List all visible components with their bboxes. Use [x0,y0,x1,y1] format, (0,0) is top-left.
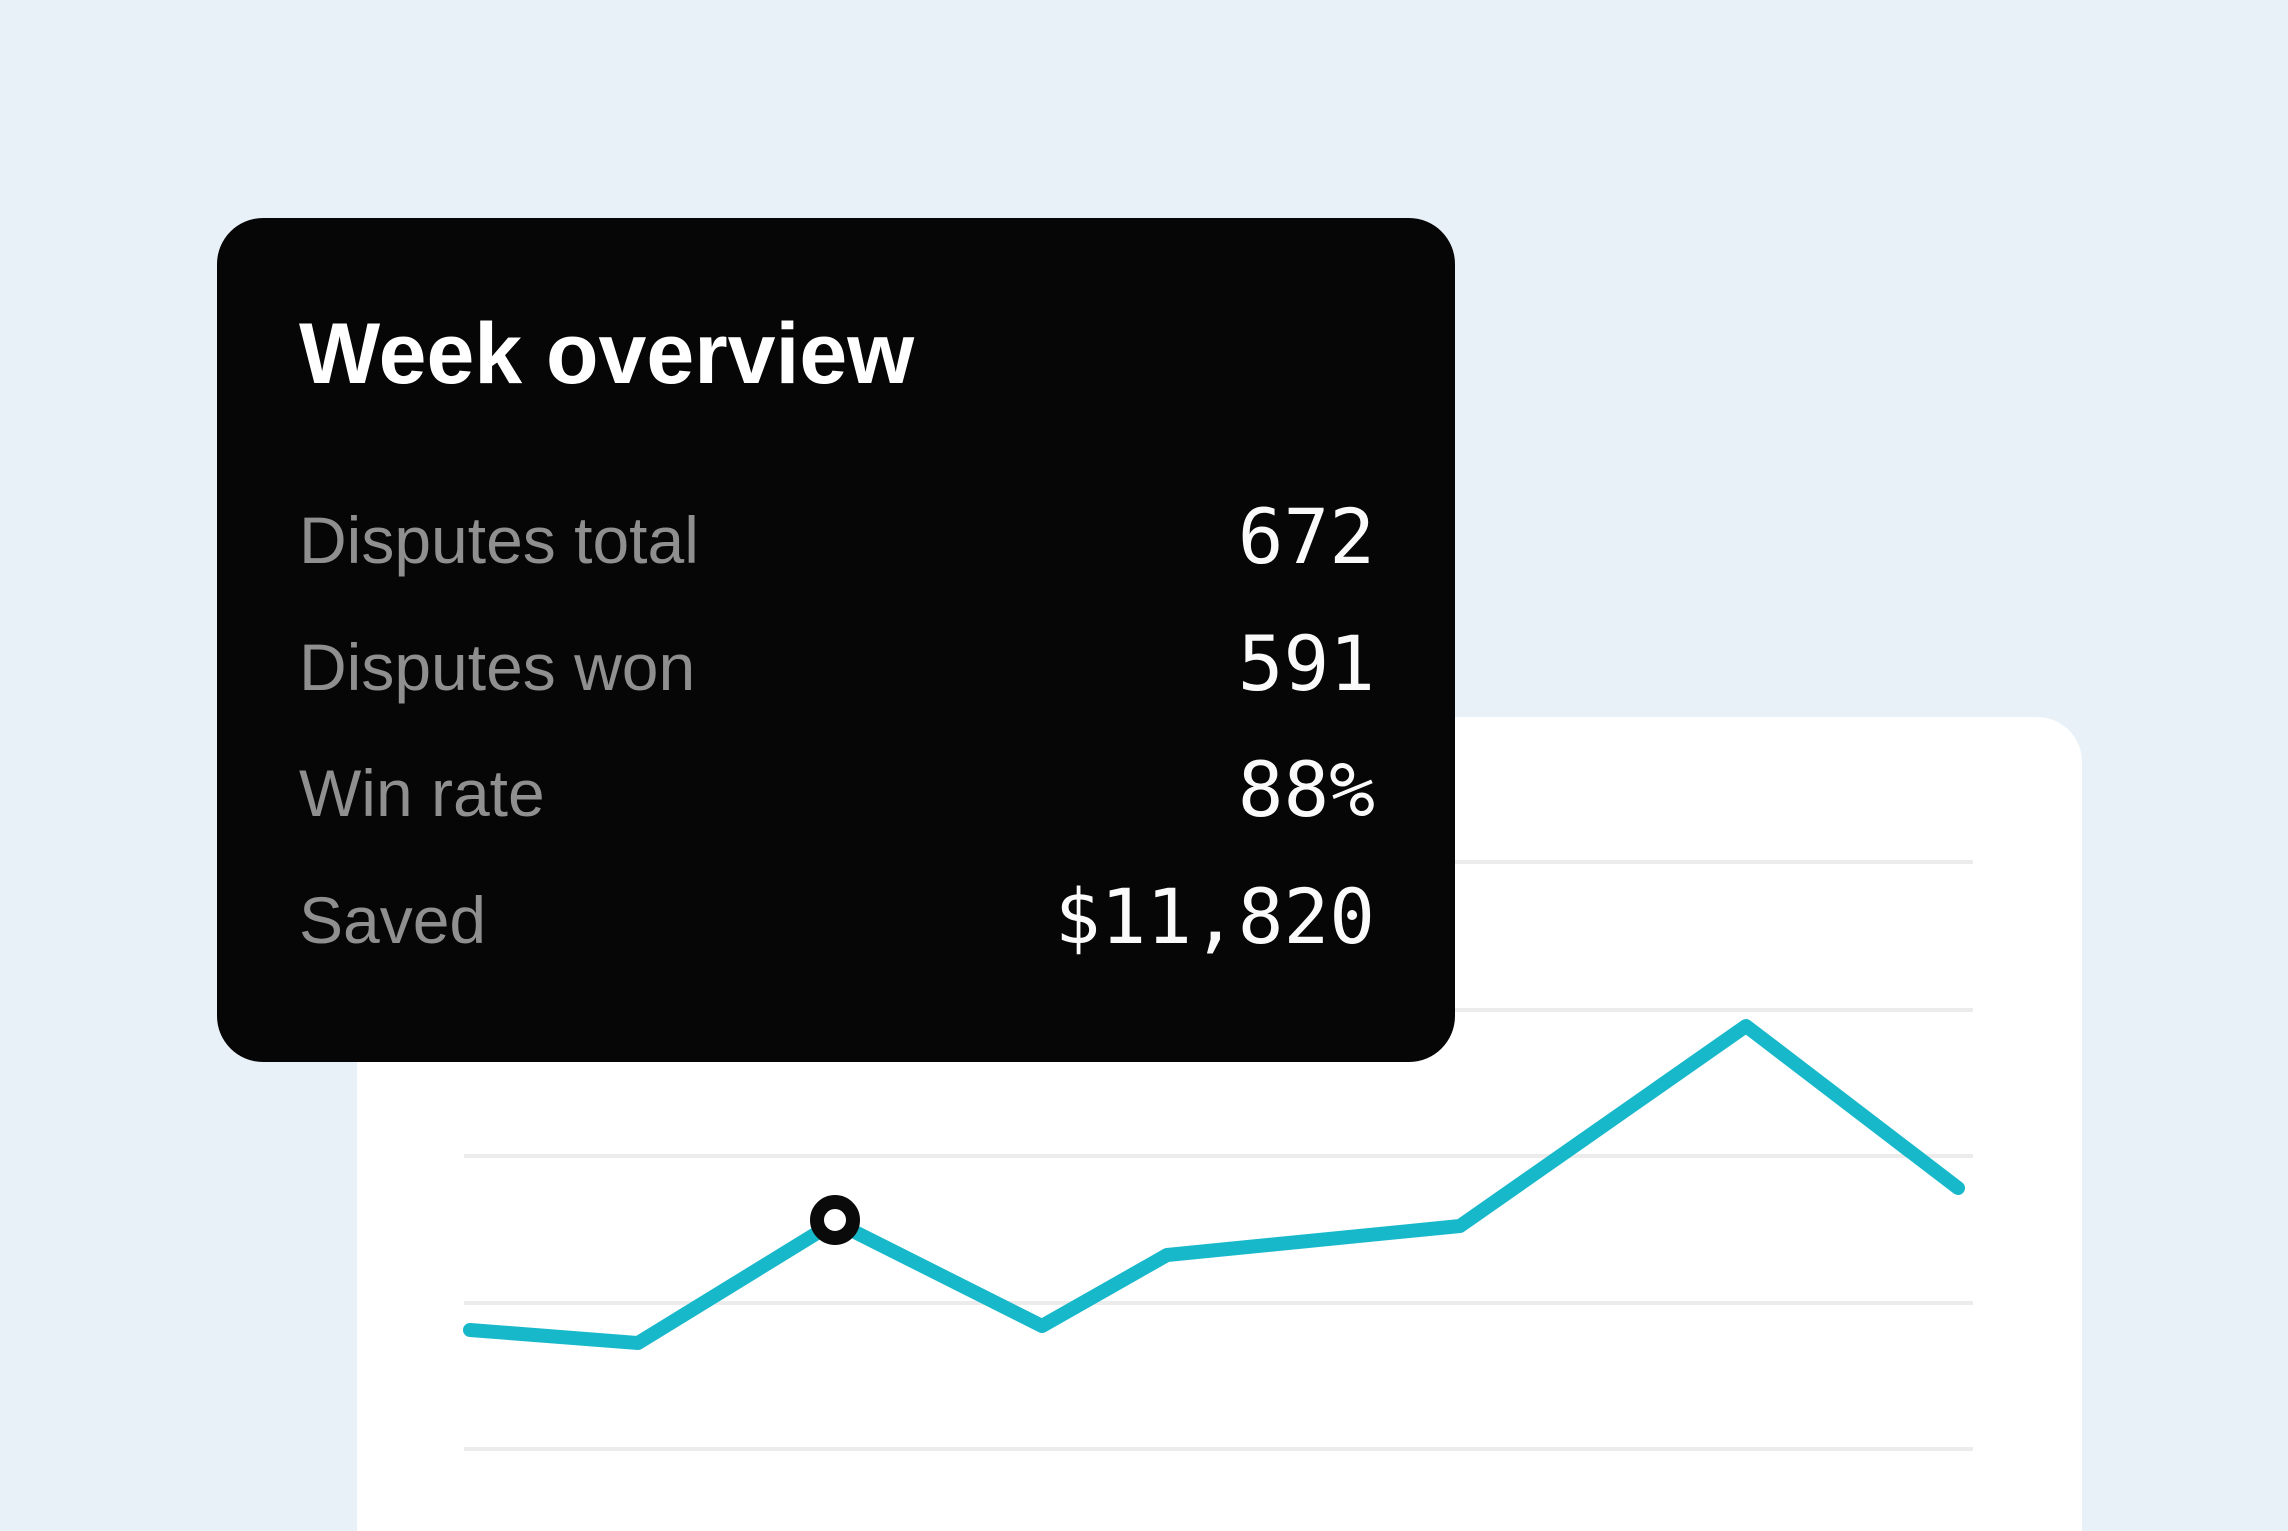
stat-row-win-rate: Win rate 88% [299,752,1375,828]
highlighted-data-point-marker[interactable] [810,1195,860,1245]
stat-label-saved: Saved [299,883,487,957]
week-overview-tooltip: Week overview Disputes total 672 Dispute… [217,218,1455,1062]
stat-value-win-rate: 88% [1237,745,1375,834]
stat-value-disputes-won: 591 [1237,619,1375,708]
stat-label-disputes-won: Disputes won [299,630,696,704]
tooltip-title: Week overview [299,306,915,402]
stat-row-disputes-total: Disputes total 672 [299,499,1375,575]
stat-value-disputes-total: 672 [1237,492,1375,581]
stat-row-disputes-won: Disputes won 591 [299,626,1375,702]
stat-row-saved: Saved $11,820 [299,879,1375,955]
stat-label-disputes-total: Disputes total [299,503,699,577]
stat-label-win-rate: Win rate [299,756,545,830]
disputes-series-line [463,1019,1965,1350]
stat-value-saved: $11,820 [1054,872,1375,961]
